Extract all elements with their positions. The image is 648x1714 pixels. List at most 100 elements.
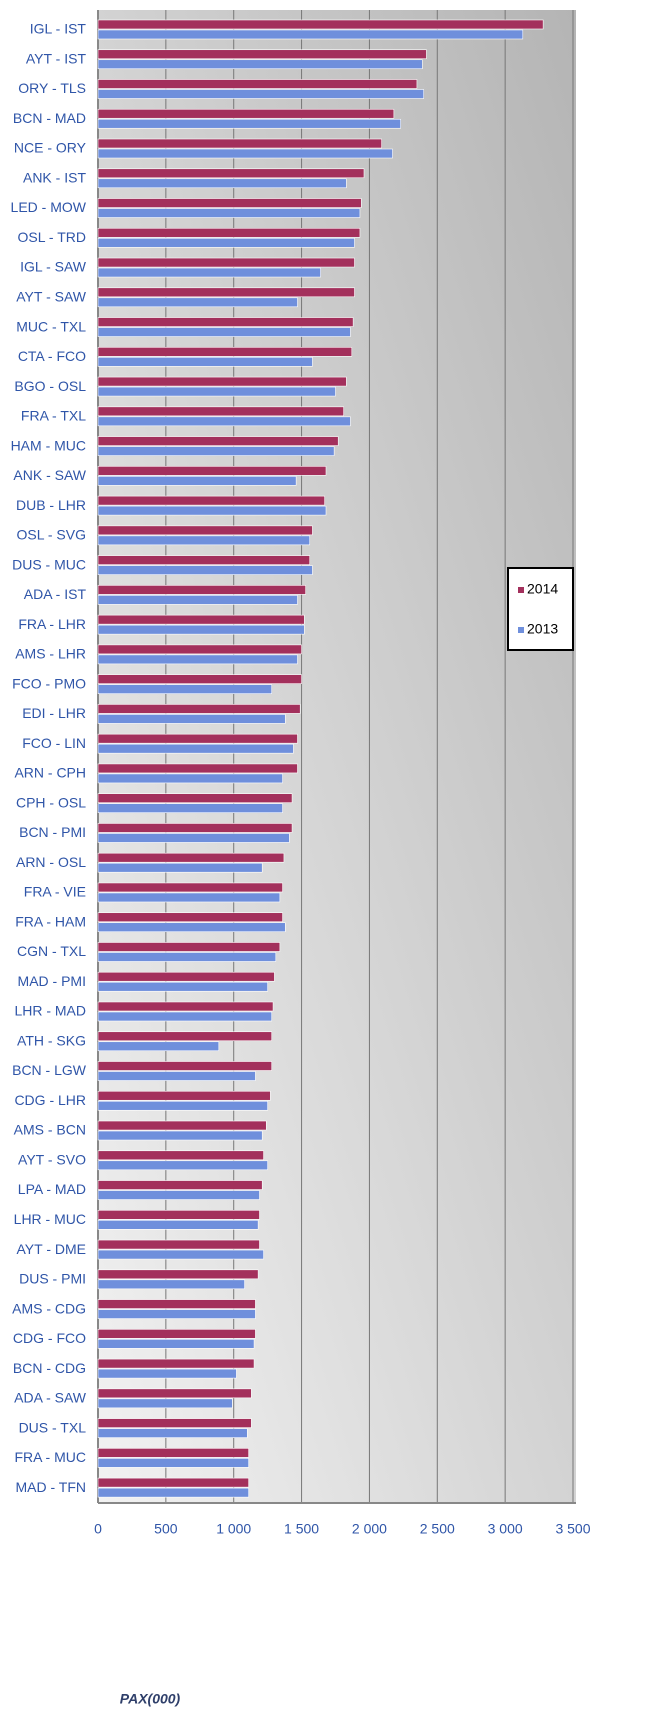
y-tick-label: DUS - MUC bbox=[12, 556, 86, 572]
y-tick-label: LHR - MAD bbox=[14, 1003, 86, 1019]
y-tick-label: BCN - CDG bbox=[13, 1360, 86, 1376]
bar bbox=[97, 644, 302, 655]
bar bbox=[97, 347, 353, 357]
bar bbox=[97, 1388, 252, 1399]
bar bbox=[97, 1219, 259, 1230]
y-tick-label: FRA - LHR bbox=[18, 616, 86, 632]
bar bbox=[97, 833, 290, 843]
bar bbox=[97, 1249, 264, 1260]
bar bbox=[97, 1011, 273, 1022]
bar bbox=[97, 1209, 260, 1220]
y-tick-label: ANK - IST bbox=[23, 169, 86, 185]
y-tick-label: MAD - PMI bbox=[18, 973, 86, 989]
bar bbox=[97, 466, 327, 476]
y-tick-label: IGL - IST bbox=[30, 21, 87, 37]
bar bbox=[97, 773, 283, 784]
bar bbox=[97, 29, 524, 40]
y-tick-label: FRA - VIE bbox=[24, 884, 86, 900]
y-tick-label: ANK - SAW bbox=[13, 467, 86, 483]
y-tick-label: OSL - TRD bbox=[18, 229, 86, 245]
bar bbox=[97, 118, 401, 129]
bar bbox=[97, 763, 298, 774]
bar bbox=[97, 416, 351, 427]
bar bbox=[97, 148, 393, 159]
bar bbox=[97, 1487, 249, 1498]
y-tick-label: ATH - SKG bbox=[17, 1032, 86, 1048]
y-tick-label: CPH - OSL bbox=[16, 794, 86, 810]
bar bbox=[97, 922, 286, 933]
legend-swatch bbox=[518, 587, 524, 593]
bar bbox=[97, 1269, 259, 1280]
y-tick-label: NCE - ORY bbox=[14, 140, 87, 156]
bar bbox=[97, 1428, 248, 1438]
bar bbox=[97, 208, 361, 218]
x-tick-label: 3 000 bbox=[488, 1521, 523, 1537]
y-tick-label: EDI - LHR bbox=[22, 705, 86, 721]
bar bbox=[97, 476, 297, 486]
bar bbox=[97, 297, 298, 308]
bar bbox=[97, 1368, 237, 1379]
y-tick-label: AYT - SAW bbox=[16, 289, 87, 305]
bar bbox=[97, 1120, 267, 1131]
bar bbox=[97, 614, 305, 625]
bar bbox=[97, 743, 294, 754]
y-tick-label: ARN - CPH bbox=[14, 765, 86, 781]
y-tick-label: BCN - MAD bbox=[13, 110, 86, 126]
bar bbox=[97, 287, 355, 298]
y-tick-label: AYT - DME bbox=[17, 1241, 87, 1257]
y-tick-label: AYT - IST bbox=[26, 50, 87, 66]
bar bbox=[97, 674, 302, 684]
bar bbox=[97, 1279, 245, 1290]
bar bbox=[97, 1031, 273, 1042]
bar bbox=[97, 714, 286, 724]
bar bbox=[97, 892, 281, 903]
bar bbox=[97, 912, 283, 923]
y-tick-label: HAM - MUC bbox=[11, 437, 86, 453]
y-tick-label: MAD - TFN bbox=[15, 1479, 86, 1495]
bar bbox=[97, 505, 327, 516]
y-tick-label: ADA - IST bbox=[24, 586, 87, 602]
bar bbox=[97, 585, 306, 595]
y-tick-label: MUC - TXL bbox=[16, 318, 86, 334]
bar bbox=[97, 317, 354, 327]
y-tick-label: CDG - LHR bbox=[14, 1092, 86, 1108]
y-tick-label: BCN - LGW bbox=[12, 1062, 87, 1078]
y-tick-label: AMS - CDG bbox=[12, 1300, 86, 1316]
bar bbox=[97, 406, 344, 417]
bar bbox=[97, 446, 335, 456]
bar bbox=[97, 327, 351, 337]
bar bbox=[97, 257, 355, 268]
bar bbox=[97, 1090, 271, 1101]
x-tick-label: 1 000 bbox=[216, 1521, 251, 1537]
bar bbox=[97, 684, 273, 694]
bar bbox=[97, 1160, 268, 1171]
bar bbox=[97, 198, 362, 208]
y-tick-label: CDG - FCO bbox=[13, 1330, 86, 1346]
bar bbox=[97, 793, 293, 803]
bar bbox=[97, 1180, 263, 1190]
legend-box bbox=[507, 567, 574, 651]
x-tick-label: 3 500 bbox=[555, 1521, 590, 1537]
y-tick-label: DUS - PMI bbox=[19, 1271, 86, 1287]
bar bbox=[97, 59, 423, 70]
x-tick-label: 500 bbox=[154, 1521, 178, 1537]
y-tick-label: DUS - TXL bbox=[19, 1419, 87, 1435]
bar bbox=[97, 1299, 256, 1309]
bar bbox=[97, 1358, 255, 1369]
y-tick-label: FRA - TXL bbox=[21, 408, 86, 424]
bar bbox=[97, 227, 361, 238]
bar bbox=[97, 89, 425, 99]
legend-label: 2013 bbox=[527, 621, 558, 637]
y-tick-label: ARN - OSL bbox=[16, 854, 86, 870]
bar bbox=[97, 19, 544, 30]
bar bbox=[97, 952, 277, 962]
bar bbox=[97, 1398, 233, 1409]
bar bbox=[97, 1100, 268, 1111]
x-tick-label: 2 500 bbox=[420, 1521, 455, 1537]
bar bbox=[97, 1061, 273, 1071]
bar bbox=[97, 49, 427, 60]
y-tick-label: ORY - TLS bbox=[18, 80, 86, 96]
bar bbox=[97, 1130, 263, 1141]
bar bbox=[97, 376, 347, 387]
